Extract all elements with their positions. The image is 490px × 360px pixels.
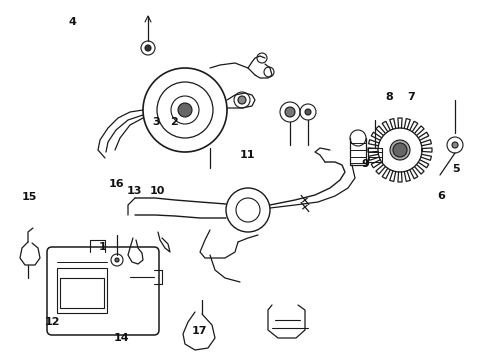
Text: 13: 13 (127, 186, 143, 196)
Text: 10: 10 (150, 186, 166, 196)
Circle shape (393, 143, 407, 157)
Circle shape (305, 109, 311, 115)
Text: 6: 6 (437, 191, 445, 201)
Circle shape (178, 103, 192, 117)
Circle shape (285, 107, 295, 117)
Text: 11: 11 (240, 150, 255, 160)
Text: 5: 5 (452, 164, 460, 174)
Bar (57, 268, 107, 313)
Text: 4: 4 (69, 17, 76, 27)
Circle shape (115, 258, 119, 262)
Text: 12: 12 (45, 317, 61, 327)
Text: 8: 8 (386, 92, 393, 102)
Text: 2: 2 (170, 117, 178, 127)
Circle shape (238, 96, 246, 104)
Circle shape (145, 45, 151, 51)
Text: 17: 17 (192, 326, 208, 336)
Circle shape (452, 142, 458, 148)
Text: 3: 3 (152, 117, 160, 127)
Text: 14: 14 (114, 333, 129, 343)
Text: 1: 1 (99, 242, 107, 252)
Circle shape (390, 140, 410, 160)
Text: 15: 15 (22, 192, 37, 202)
Text: 9: 9 (361, 159, 369, 169)
Text: 7: 7 (408, 92, 416, 102)
Text: 16: 16 (109, 179, 124, 189)
